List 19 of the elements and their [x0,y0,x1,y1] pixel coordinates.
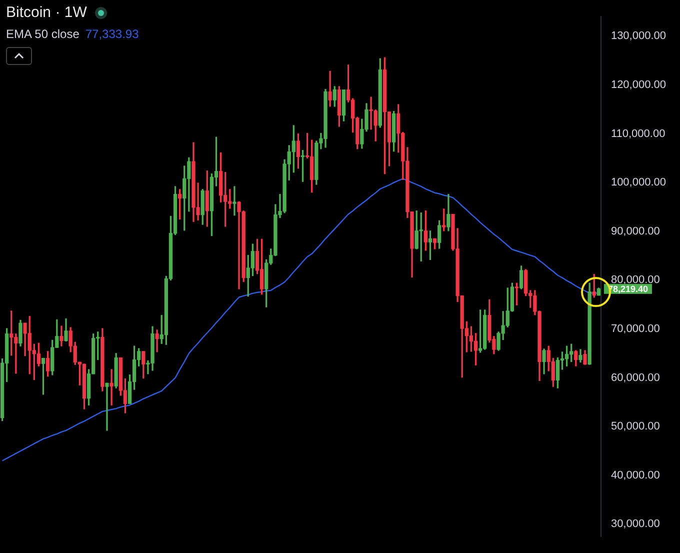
y-tick-label: 90,000.00 [610,225,660,238]
candlestick [232,186,236,216]
y-tick-label: 30,000.00 [610,518,660,530]
text: EMA 50 close [6,27,80,41]
annotation: 77,333.93 [85,27,139,41]
candlestick [105,382,109,431]
y-tick-label: 110,000.00 [610,128,666,140]
y-tick-label: 70,000.00 [610,323,660,335]
y-tick-label: 120,000.00 [610,78,666,91]
y-tick-label: 100,000.00 [610,176,666,189]
candlestick [155,330,159,352]
candlestick [110,369,114,406]
y-tick-label: 80,000.00 [610,274,660,286]
chart-title: Bitcoin · 1W [6,4,87,22]
y-tick-label: 50,000.00 [610,420,660,433]
y-tick-label: 130,000.00 [610,30,666,42]
candlestick [60,326,64,346]
y-tick-label: 60,000.00 [610,372,660,384]
y-tick-label: 40,000.00 [610,469,660,482]
